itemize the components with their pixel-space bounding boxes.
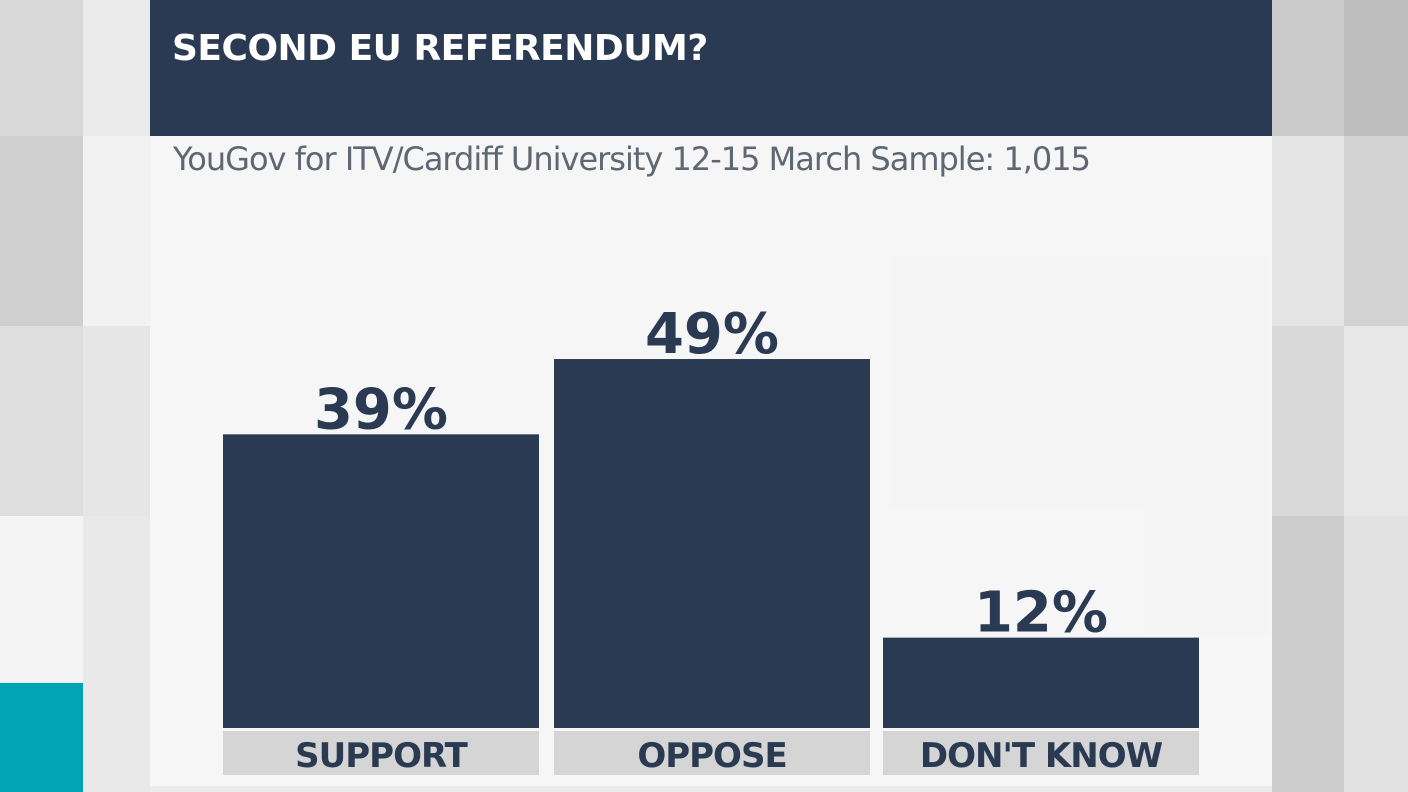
category-label-bg-2 bbox=[883, 731, 1199, 775]
category-label-bg-1 bbox=[554, 731, 870, 775]
chart-subtitle: YouGov for ITV/Cardiff University 12-15 … bbox=[173, 140, 1091, 178]
bar-0 bbox=[223, 434, 539, 728]
header-bar bbox=[150, 0, 1272, 136]
bar-1 bbox=[554, 359, 870, 728]
bar-2 bbox=[883, 637, 1199, 728]
category-label-bg-0 bbox=[223, 731, 539, 775]
category-label-2: DON'T KNOW bbox=[920, 736, 1163, 776]
value-label-1: 49% bbox=[645, 302, 779, 367]
category-label-1: OPPOSE bbox=[637, 736, 786, 776]
value-label-2: 12% bbox=[974, 581, 1108, 646]
value-label-0: 39% bbox=[314, 377, 448, 442]
category-label-0: SUPPORT bbox=[295, 736, 468, 776]
accent-block bbox=[0, 683, 83, 792]
chart-title: SECOND EU REFERENDUM? bbox=[172, 28, 708, 69]
